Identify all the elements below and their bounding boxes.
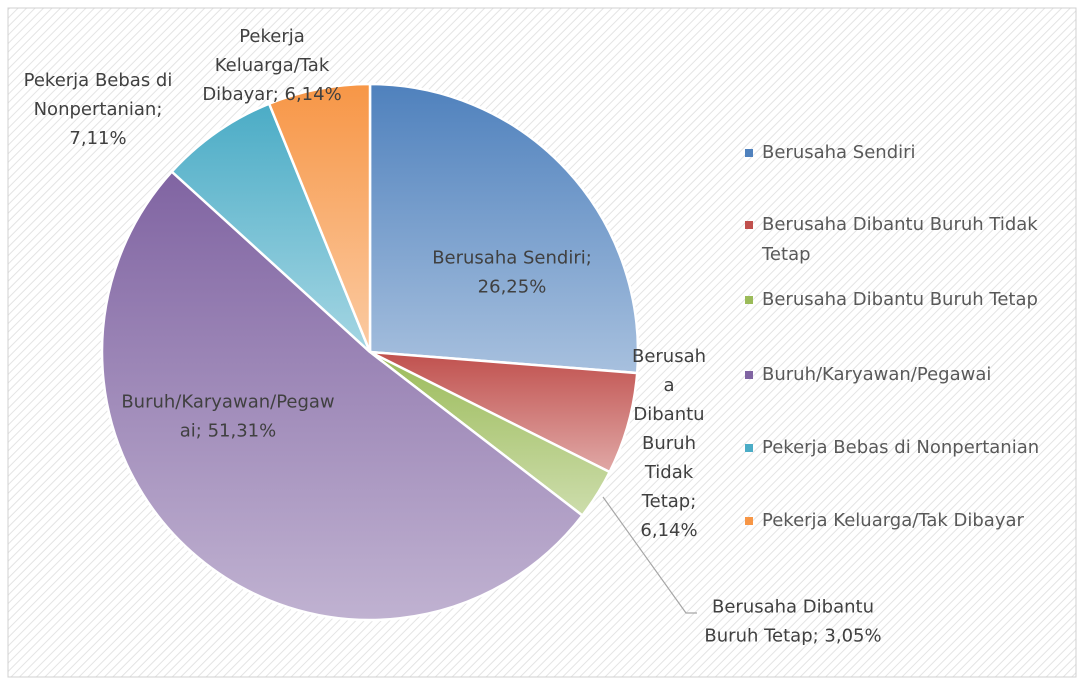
- text-line: 6,14%: [640, 520, 697, 541]
- data-label: Pekerja Keluarga/Tak Dibayar; 6,14%: [202, 26, 341, 105]
- text-line: Nonpertanian;: [34, 99, 163, 120]
- text-line: Berusaha Dibantu: [712, 597, 874, 618]
- text-line: 7,11%: [69, 128, 126, 149]
- legend-marker: [745, 371, 753, 379]
- pie-slice: [170, 102, 372, 353]
- text-line: Tidak: [644, 462, 694, 483]
- text-line: Tetap;: [641, 491, 697, 512]
- legend-label: Pekerja Bebas di Nonpertanian: [762, 437, 1039, 458]
- text-line: 26,25%: [478, 277, 547, 298]
- legend-marker: [745, 517, 753, 525]
- text-line: Buruh/Karyawan/Pegawai: [762, 364, 991, 385]
- text-line: Pekerja Bebas di Nonpertanian: [762, 437, 1039, 458]
- text-line: Berusaha Dibantu Buruh Tidak: [762, 214, 1038, 235]
- text-line: Buruh: [642, 433, 696, 454]
- legend-label: Berusaha Sendiri: [762, 142, 916, 163]
- text-line: Buruh Tetap; 3,05%: [704, 626, 881, 647]
- text-line: ai; 51,31%: [180, 421, 276, 442]
- text-line: Berusah: [632, 346, 706, 367]
- legend-label: Berusaha Dibantu Buruh Tetap: [762, 289, 1038, 310]
- data-label: Buruh/Karyawan/Pegaw ai; 51,31%: [121, 392, 334, 442]
- text-line: Dibantu: [633, 404, 704, 425]
- legend-marker: [745, 221, 753, 229]
- text-line: Berusaha Dibantu Buruh Tetap: [762, 289, 1038, 310]
- data-label: Berusah a Dibantu Buruh Tidak Tetap; 6,14%: [632, 346, 706, 541]
- text-line: Berusaha Sendiri;: [432, 248, 592, 269]
- text-line: Pekerja Keluarga/Tak Dibayar: [762, 510, 1025, 531]
- leader-line: [602, 496, 697, 614]
- legend-label: Pekerja Keluarga/Tak Dibayar: [762, 510, 1025, 531]
- pie-slice: [100, 169, 585, 622]
- text-line: Buruh/Karyawan/Pegaw: [121, 392, 334, 413]
- legend-marker: [745, 296, 753, 304]
- data-label: Berusaha Sendiri; 26,25%: [432, 248, 592, 298]
- data-label: Berusaha Dibantu Buruh Tetap; 3,05%: [704, 597, 881, 647]
- legend-marker: [745, 444, 753, 452]
- pie-slice: [368, 82, 640, 375]
- text-line: Berusaha Sendiri: [762, 142, 916, 163]
- text-line: Tetap: [761, 244, 811, 265]
- text-line: Dibayar; 6,14%: [202, 84, 341, 105]
- data-label: Pekerja Bebas di Nonpertanian; 7,11%: [24, 70, 173, 149]
- text-line: Pekerja: [239, 26, 305, 47]
- legend-marker: [745, 149, 753, 157]
- text-line: Pekerja Bebas di: [24, 70, 173, 91]
- legend: Berusaha Sendiri Berusaha Dibantu Buruh T…: [745, 142, 1039, 531]
- text-line: Keluarga/Tak: [215, 55, 330, 76]
- legend-label: Berusaha Dibantu Buruh Tidak Tetap: [761, 214, 1038, 265]
- pie-slice: [267, 82, 372, 353]
- legend-label: Buruh/Karyawan/Pegawai: [762, 364, 991, 385]
- text-line: a: [663, 375, 674, 396]
